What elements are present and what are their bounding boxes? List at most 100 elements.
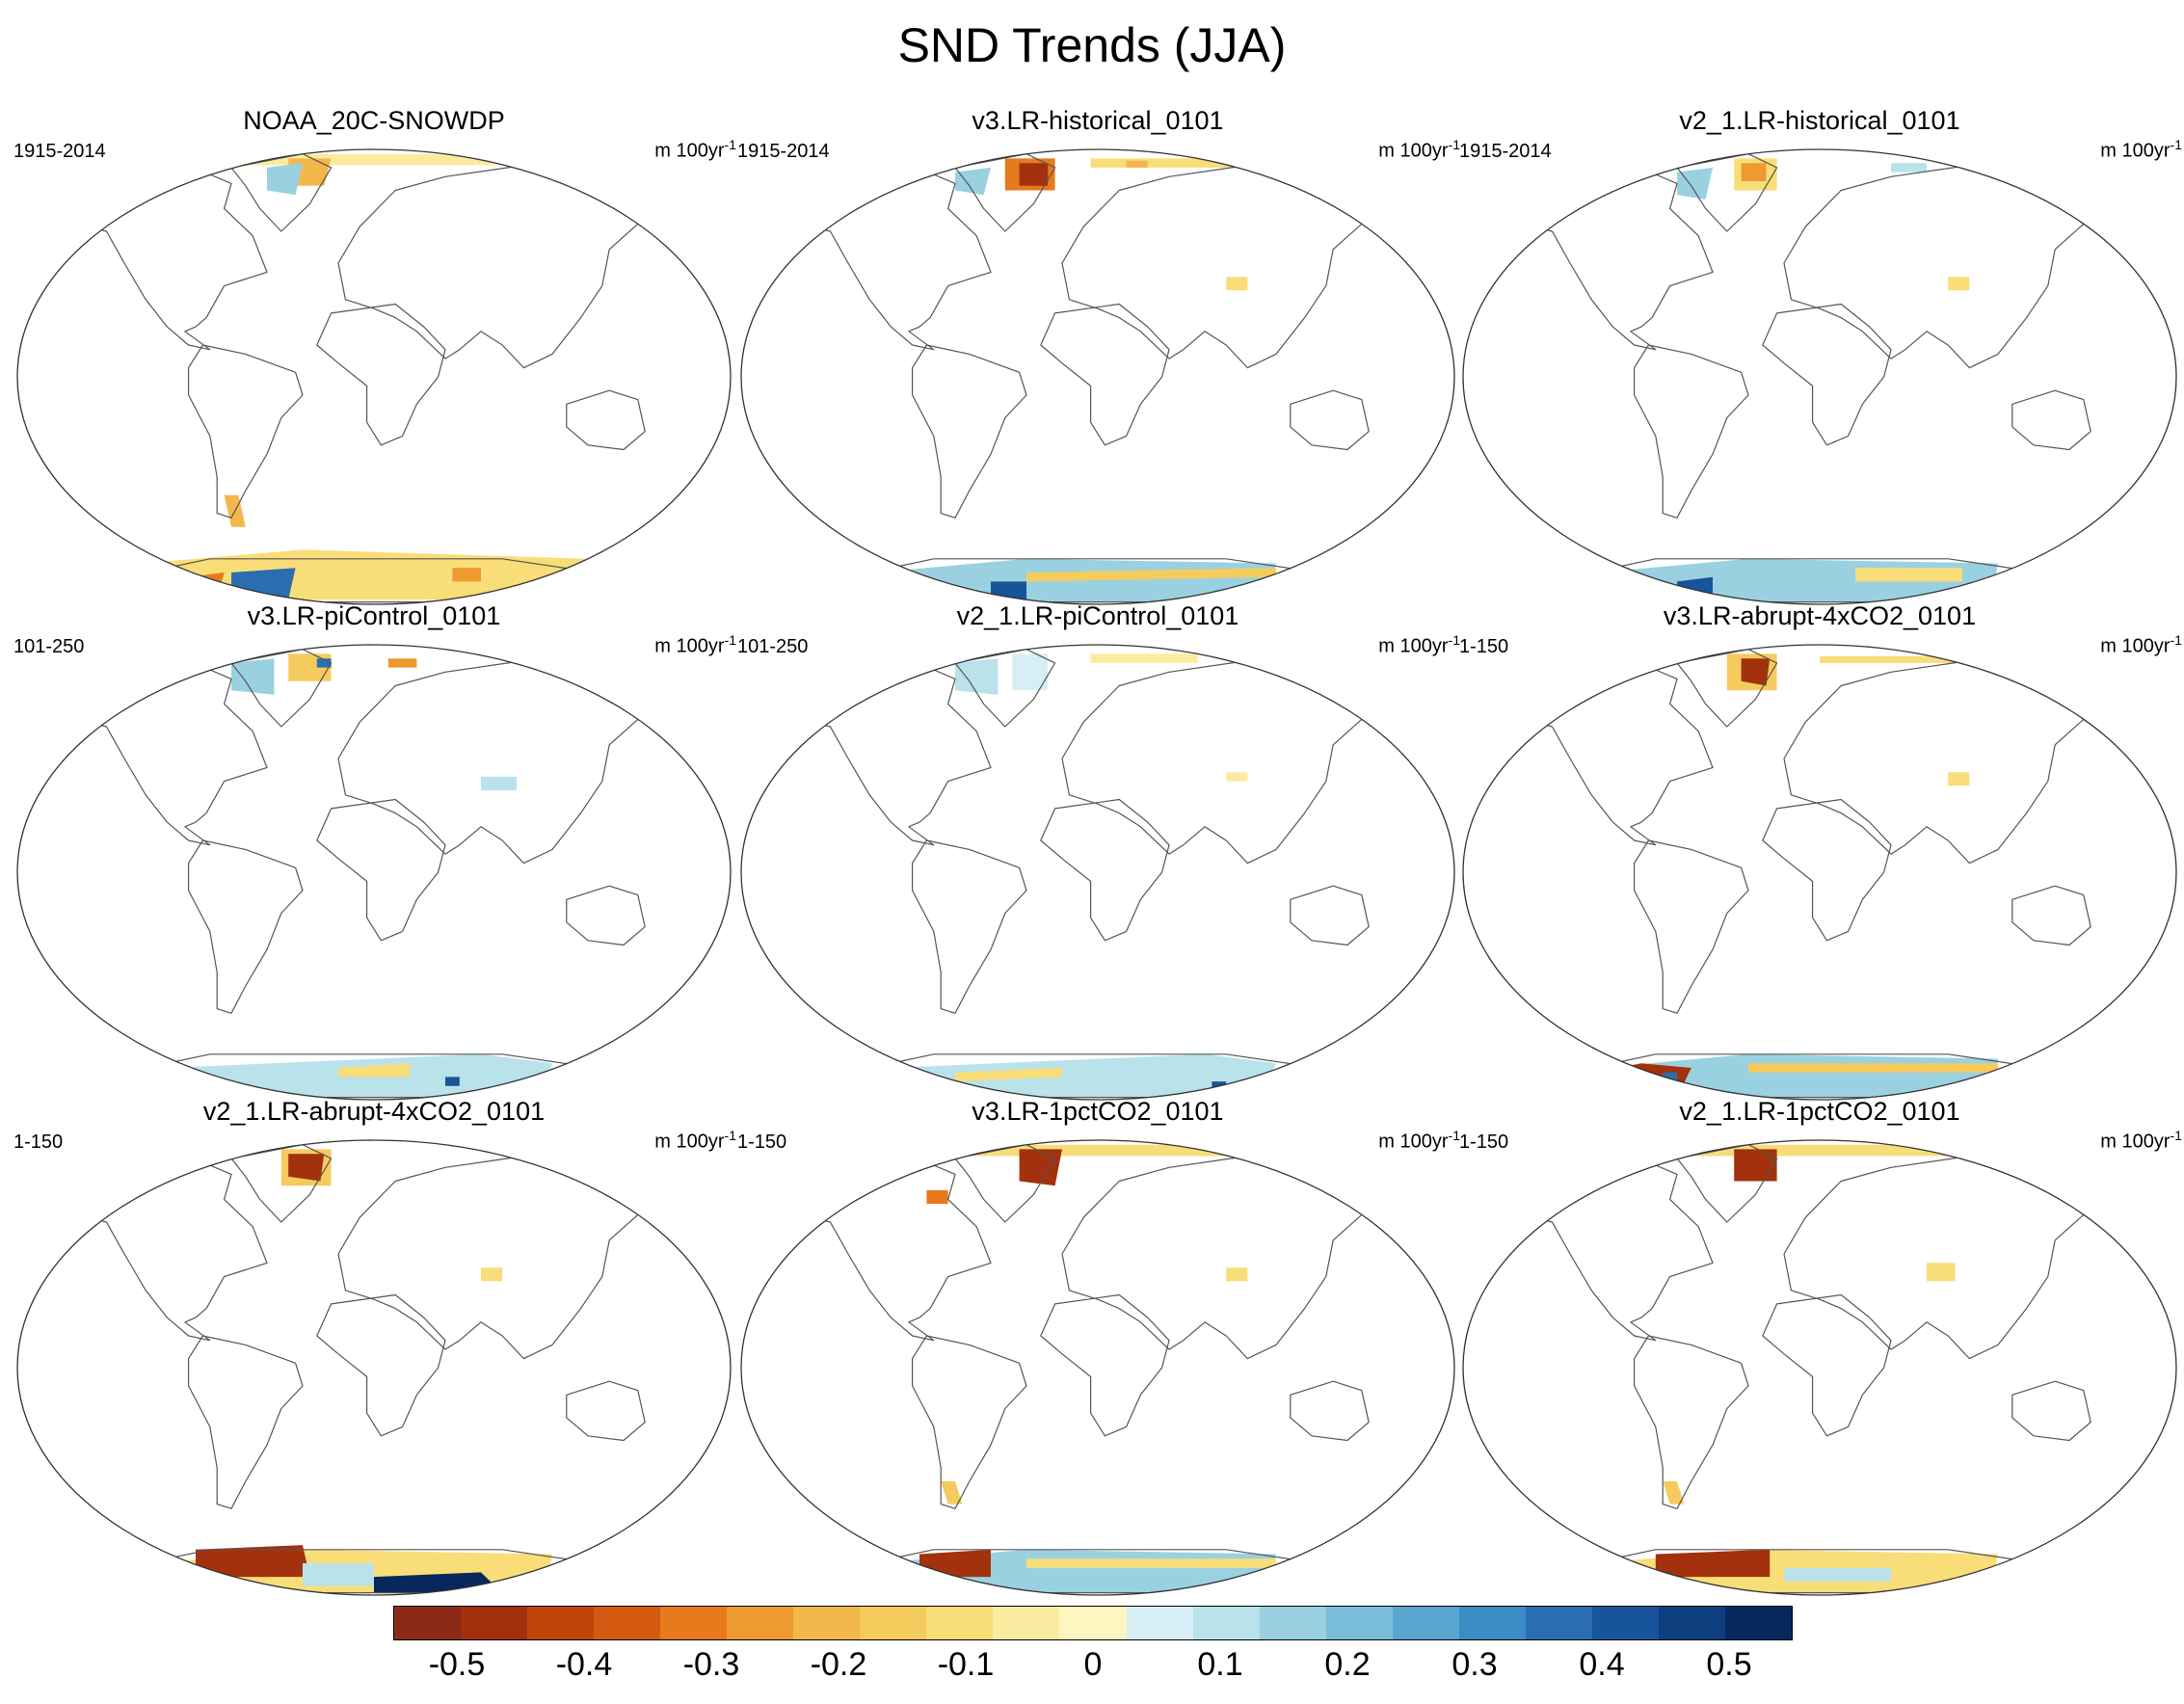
trend-region — [1748, 1063, 1998, 1073]
panel-title: v2_1.LR-piControl_0101 — [956, 601, 1239, 630]
coastline-greenland — [954, 1144, 1056, 1223]
map-border — [16, 148, 732, 605]
colorbar-cell — [1192, 1607, 1260, 1639]
trend-region — [955, 167, 991, 196]
map-panel: v3.LR-abrupt-4xCO2_0101 1-150 m 100yr-1 — [1457, 601, 2182, 1103]
trend-region — [941, 1481, 963, 1504]
colorbar-cell — [1658, 1607, 1725, 1639]
trend-region — [1012, 653, 1049, 691]
units-label: m 100yr-1 — [1378, 632, 1460, 658]
period-label: 1-150 — [13, 1132, 64, 1153]
coastline-africa — [1762, 798, 1892, 942]
trend-region — [1741, 163, 1767, 181]
coastline-greenland — [1676, 649, 1778, 728]
panel-title: v3.LR-piControl_0101 — [247, 601, 501, 630]
panel-title: v3.LR-historical_0101 — [972, 106, 1224, 135]
trend-region — [196, 1545, 310, 1578]
trend-region — [1520, 199, 1549, 223]
period-label: 1-150 — [1459, 1132, 1509, 1153]
coastline-north-america — [52, 659, 268, 846]
coastline-north-america — [52, 164, 268, 351]
world-map — [740, 148, 1455, 605]
coastline-north-america — [776, 1155, 992, 1342]
trend-region — [74, 195, 103, 218]
units-exponent: -1 — [2170, 1128, 2182, 1143]
coastline-africa — [1040, 798, 1170, 942]
colorbar — [393, 1606, 1793, 1640]
coastline-africa — [1762, 1293, 1892, 1437]
panel-title: v3.LR-1pctCO2_0101 — [972, 1097, 1224, 1126]
units-base: m 100yr — [2100, 635, 2171, 657]
panel-title: v2_1.LR-historical_0101 — [1679, 106, 1960, 135]
trend-region — [1570, 1063, 1691, 1098]
units-exponent: -1 — [2170, 632, 2182, 648]
colorbar-cell — [1458, 1607, 1526, 1639]
coastline-australia — [566, 1380, 646, 1442]
units-exponent: -1 — [2170, 137, 2182, 152]
trend-region — [1226, 277, 1248, 291]
panel-title: v3.LR-abrupt-4xCO2_0101 — [1663, 601, 1977, 630]
coastline-south-america — [912, 839, 1027, 1014]
trend-region — [947, 1144, 1312, 1157]
coastline-greenland — [1676, 1144, 1778, 1223]
coastline-eurasia — [1783, 659, 2106, 865]
colorbar-tick-label: 0.3 — [1452, 1646, 1498, 1683]
coastline-greenland — [230, 153, 333, 232]
trend-region — [288, 1154, 325, 1182]
trend-region — [1019, 163, 1049, 186]
colorbar-tick-label: 0 — [1083, 1646, 1103, 1683]
trend-region — [1026, 1558, 1276, 1568]
trend-region — [1741, 658, 1771, 686]
units-exponent: -1 — [724, 1128, 736, 1143]
coastline-africa — [316, 798, 446, 942]
coastline-australia — [1290, 1380, 1370, 1442]
colorbar-tick-label: 0.2 — [1324, 1646, 1371, 1683]
panel-title: v2_1.LR-abrupt-4xCO2_0101 — [202, 1097, 546, 1126]
map-border — [740, 1139, 1455, 1596]
map-border — [1462, 644, 2177, 1101]
trend-region — [955, 658, 999, 695]
world-map — [1462, 644, 2177, 1101]
coastline-africa — [316, 303, 446, 446]
coastline-south-america — [912, 344, 1027, 519]
colorbar-cell — [1059, 1607, 1127, 1639]
units-label: m 100yr-1 — [654, 1128, 736, 1154]
colorbar-cell — [993, 1607, 1060, 1639]
colorbar-cell — [1392, 1607, 1459, 1639]
trend-region — [1669, 1144, 2034, 1157]
coastline-north-america — [1498, 164, 1714, 351]
colorbar-tick-label: -0.5 — [428, 1646, 486, 1683]
coastline-australia — [2011, 1380, 2091, 1442]
units-label: m 100yr-1 — [1378, 137, 1460, 163]
trend-region — [1126, 160, 1148, 168]
coastline-south-america — [912, 1335, 1027, 1509]
map-panel: v3.LR-1pctCO2_0101 1-150 m 100yr-1 — [735, 1097, 1460, 1598]
trend-region — [1855, 568, 1962, 582]
units-base: m 100yr — [1378, 1131, 1449, 1153]
period-label: 101-250 — [13, 636, 85, 657]
trend-region — [1820, 655, 1962, 663]
units-base: m 100yr — [2100, 1131, 2171, 1153]
colorbar-cell — [1259, 1607, 1326, 1639]
trend-region — [1619, 1572, 1656, 1586]
world-map — [16, 644, 732, 1101]
colorbar-tick-label: 0.4 — [1579, 1646, 1625, 1683]
colorbar-tick-label: -0.2 — [810, 1646, 867, 1683]
coastline-south-america — [1634, 344, 1749, 519]
coastline-africa — [1762, 303, 1892, 446]
trend-region — [303, 1563, 374, 1586]
coastline-eurasia — [337, 1155, 660, 1360]
trend-region — [891, 1053, 1276, 1098]
coastline-eurasia — [1061, 659, 1384, 865]
units-exponent: -1 — [1448, 1128, 1460, 1143]
colorbar-cell — [527, 1607, 595, 1639]
figure-title: SND Trends (JJA) — [897, 18, 1287, 72]
coastline-australia — [1290, 885, 1370, 946]
coastline-south-america — [1634, 839, 1749, 1014]
coastline-africa — [316, 1293, 446, 1437]
coastline-australia — [2011, 389, 2091, 451]
panel-title: NOAA_20C-SNOWDP — [243, 106, 505, 135]
units-label: m 100yr-1 — [654, 137, 736, 163]
period-label: 1-150 — [1459, 636, 1509, 657]
trend-region — [1663, 1481, 1685, 1504]
